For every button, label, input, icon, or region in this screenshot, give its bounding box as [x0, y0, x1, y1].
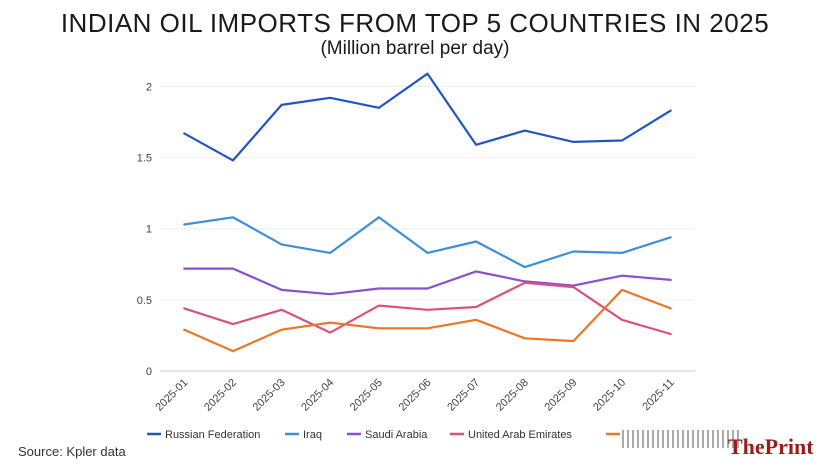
y-tick-label: 2	[146, 81, 152, 93]
x-tick-label: 2025-06	[397, 377, 434, 414]
chart-title: INDIAN OIL IMPORTS FROM TOP 5 COUNTRIES …	[60, 8, 770, 38]
x-tick-label: 2025-08	[494, 377, 531, 414]
brand-logo: ThePrint	[728, 434, 814, 459]
x-tick-label: 2025-03	[251, 377, 288, 414]
series-line	[183, 216, 672, 269]
x-axis: 2025-01 2025-02 2025-03 2025-04 2025-05 2025-…	[153, 377, 676, 414]
x-tick-label: 2025-10	[591, 377, 628, 414]
source-note: Source: Kpler data	[18, 444, 126, 459]
legend-label: United Arab Emirates	[468, 429, 572, 441]
y-tick-label: 0	[146, 366, 152, 378]
x-tick-label: 2025-09	[542, 377, 579, 414]
legend: Russian Federation Iraq Saudi Arabia United…	[147, 429, 620, 441]
brand-watermark: ThePrint	[622, 424, 822, 459]
y-tick-label: 1	[146, 224, 152, 236]
x-tick-label: 2025-02	[202, 377, 239, 414]
series-line	[183, 267, 672, 296]
y-tick-label: 1.5	[137, 153, 152, 165]
x-tick-label: 2025-11	[640, 377, 676, 413]
legend-label: Iraq	[303, 429, 322, 441]
legend-label: Russian Federation	[165, 429, 260, 441]
x-tick-label: 2025-04	[299, 377, 336, 414]
y-axis: 0 0.5 1 1.5 2	[137, 81, 152, 378]
legend-label: Saudi Arabia	[365, 429, 428, 441]
series-lines	[183, 72, 672, 353]
series-line	[183, 72, 672, 162]
y-tick-label: 0.5	[137, 295, 152, 307]
x-tick-label: 2025-07	[445, 377, 482, 414]
series-line	[183, 288, 672, 353]
x-tick-label: 2025-05	[348, 377, 385, 414]
x-tick-label: 2025-01	[153, 377, 190, 414]
grid	[160, 85, 695, 372]
chart-subtitle: (Million barrel per day)	[320, 38, 510, 59]
series-line	[183, 281, 672, 336]
watermark-overlay	[622, 430, 740, 448]
